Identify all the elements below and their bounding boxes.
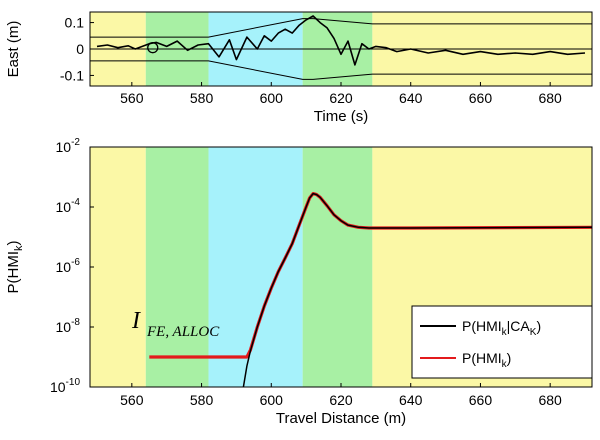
- bottom-y-tick-label-2: 10-6: [56, 257, 81, 275]
- bottom-x-tick-label-4: 640: [399, 392, 423, 408]
- legend-box: [411, 305, 593, 379]
- top-x-ticks: 560 580 600 620 640 660 680: [120, 82, 562, 106]
- bottom-x-ticks: 560 580 600 620 640 660 680: [120, 383, 562, 408]
- bottom-y-tick-label-3: 10-8: [56, 317, 81, 335]
- legend-entry-1-main: P(HMI: [462, 350, 502, 366]
- top-y-tick-label-1: 0: [76, 41, 84, 57]
- legend-entry-total: P(HMIk): [462, 350, 511, 370]
- bottom-y-tick-base-3: 10: [56, 319, 72, 335]
- top-x-tick-label-0: 560: [120, 90, 144, 106]
- top-x-axis-label: Time (s): [314, 108, 368, 125]
- bottom-series-conditional: [242, 192, 593, 388]
- bottom-y-axis-label-close: ): [5, 241, 22, 246]
- top-y-tick-label-0: 0.1: [65, 15, 85, 31]
- bottom-x-tick-label-3: 620: [329, 392, 353, 408]
- top-x-tick-label-1: 580: [190, 90, 214, 106]
- top-x-tick-label-2: 600: [260, 90, 284, 106]
- bottom-x-tick-label-1: 580: [190, 392, 214, 408]
- bottom-y-ticks: 10-210-410-610-810-10: [50, 137, 94, 395]
- legend-entry-1-close: ): [507, 350, 512, 366]
- bottom-series: [149, 192, 593, 388]
- bottom-y-tick-exponent-2: -6: [71, 257, 80, 268]
- legend-entry-0-mid: |CA: [507, 318, 531, 334]
- threshold-annotation: I FE, ALLOC: [131, 308, 220, 340]
- top-x-tick-label-6: 680: [538, 90, 562, 106]
- bottom-y-tick-exponent-0: -2: [71, 137, 80, 148]
- top-series: [90, 15, 592, 80]
- bottom-x-tick-label-0: 560: [120, 392, 144, 408]
- bottom-y-tick-exponent-1: -4: [71, 197, 80, 208]
- top-y-axis-label: East (m): [5, 21, 22, 78]
- bottom-band-1: [145, 147, 209, 387]
- top-series-upper-bound: [90, 18, 592, 38]
- legend-entry-conditional: P(HMIk|CAK): [462, 318, 541, 338]
- bottom-x-axis-label: Travel Distance (m): [276, 410, 406, 427]
- bottom-y-tick-exponent-3: -8: [71, 317, 80, 328]
- bottom-y-tick-base-4: 10: [50, 379, 66, 395]
- bottom-y-axis-label-sub: k: [13, 245, 25, 251]
- bottom-x-tick-label-2: 600: [260, 392, 284, 408]
- bottom-x-tick-label-5: 660: [469, 392, 493, 408]
- top-series-lower-bound: [90, 60, 592, 80]
- legend-entry-0-main: P(HMI: [462, 318, 502, 334]
- bottom-y-tick-label-0: 10-2: [56, 137, 81, 155]
- threshold-annotation-symbol: I: [131, 308, 141, 334]
- top-y-tick-label-2: -0.1: [60, 67, 84, 83]
- top-marker: [147, 42, 159, 54]
- bottom-y-tick-base-2: 10: [56, 259, 72, 275]
- top-open-circle-marker: [147, 42, 159, 54]
- top-chart: 560 580 600 620 640 660 680 0.10-0.1 Time (s) …: [5, 11, 593, 125]
- legend-entry-0-close: ): [536, 318, 541, 334]
- legend: P(HMIk|CAK) P(HMIk): [411, 305, 593, 379]
- threshold-annotation-subscript: FE, ALLOC: [146, 324, 220, 340]
- legend-entry-0-sub2: K: [530, 327, 537, 338]
- bottom-y-axis-label-main: P(HMI: [5, 251, 22, 294]
- top-series-error: [96, 15, 586, 66]
- top-x-tick-label-3: 620: [329, 90, 353, 106]
- bottom-y-axis-label: P(HMIk): [5, 241, 25, 294]
- bottom-band-0: [90, 147, 146, 387]
- top-x-tick-label-5: 660: [469, 90, 493, 106]
- bottom-y-tick-label-4: 10-10: [50, 377, 80, 395]
- top-y-ticks: 0.1 0 -0.1: [60, 15, 94, 83]
- bottom-band-2: [208, 147, 303, 387]
- bottom-band-3: [302, 147, 373, 387]
- bottom-y-tick-label-1: 10-4: [56, 197, 81, 215]
- bottom-y-tick-base-1: 10: [56, 199, 72, 215]
- legend-entry-0-sub1: k: [502, 327, 508, 338]
- bottom-y-tick-exponent-4: -10: [66, 377, 81, 388]
- bottom-chart: 560 580 600 620 640 660 680 10-210-410-610-810…: [5, 137, 593, 427]
- top-x-tick-label-4: 640: [399, 90, 423, 106]
- legend-entry-1-sub1: k: [502, 359, 508, 370]
- bottom-y-tick-base-0: 10: [56, 139, 72, 155]
- bottom-x-tick-label-6: 680: [538, 392, 562, 408]
